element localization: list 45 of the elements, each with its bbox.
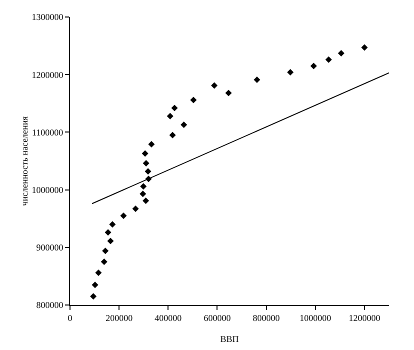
x-tick-label: 1200000: [348, 312, 381, 323]
point: [95, 269, 102, 276]
point: [171, 104, 178, 112]
point: [142, 197, 150, 204]
point: [225, 90, 232, 96]
point: [109, 221, 116, 228]
point: [211, 82, 218, 89]
y-tick-label: 1300000: [32, 12, 64, 22]
y-tick-label: 900000: [36, 242, 64, 253]
x-tick-label: 200000: [106, 312, 134, 323]
point: [325, 56, 332, 63]
y-tick-label: 1000000: [32, 184, 64, 195]
y-tick-label: 1100000: [32, 127, 64, 138]
point: [361, 44, 368, 51]
y-tick-label: 1200000: [32, 70, 64, 80]
point: [180, 121, 188, 128]
point: [148, 141, 155, 148]
point: [169, 132, 176, 138]
point: [140, 190, 146, 198]
point: [287, 69, 294, 76]
point: [144, 168, 152, 175]
point: [142, 150, 148, 157]
point: [310, 62, 317, 70]
point: [132, 206, 139, 212]
y-tick-label: 800000: [36, 300, 64, 310]
point: [102, 248, 109, 254]
point: [166, 112, 174, 120]
point: [254, 76, 260, 84]
point: [140, 183, 147, 190]
x-tick-label: 800000: [252, 312, 280, 323]
y-axis-title: численность населения: [20, 116, 30, 206]
x-tick-label: 1000000: [300, 312, 332, 323]
point: [142, 160, 150, 167]
point: [92, 282, 98, 288]
point: [338, 50, 344, 57]
point: [190, 96, 197, 104]
x-tick-label: 600000: [204, 312, 232, 323]
point: [100, 258, 108, 266]
point: [107, 238, 114, 244]
point: [90, 293, 97, 300]
x-tick-label: 400000: [154, 312, 182, 323]
point: [120, 212, 127, 219]
point: [104, 229, 112, 236]
x-tick-label: 0: [68, 312, 73, 323]
x-axis-title: ВВП: [220, 334, 240, 344]
